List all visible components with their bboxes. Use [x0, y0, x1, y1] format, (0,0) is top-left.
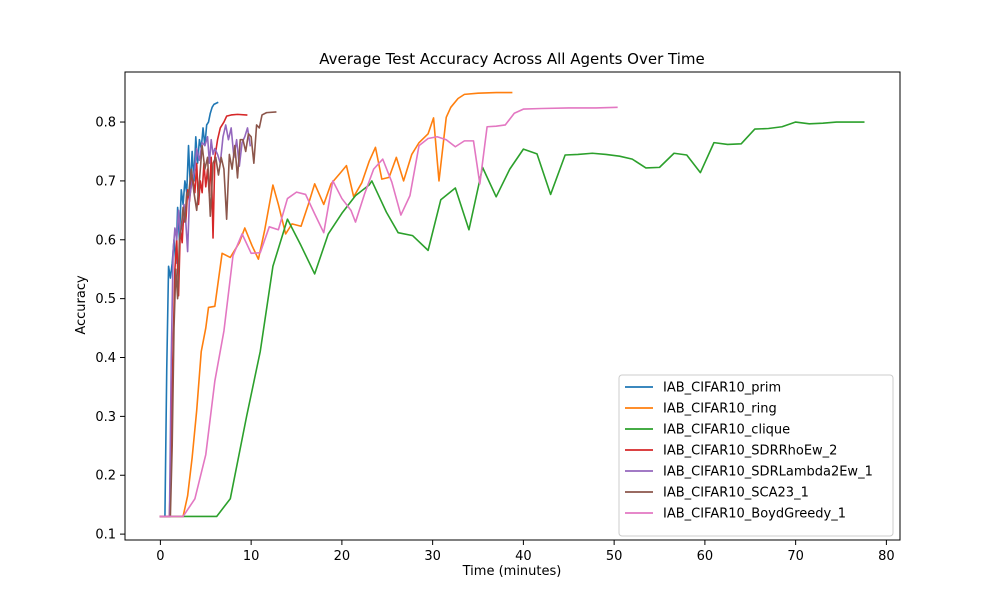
- x-tick-label: 30: [424, 549, 441, 564]
- x-tick-label: 70: [787, 549, 804, 564]
- y-tick-label: 0.1: [95, 528, 116, 543]
- series-lines: [159, 91, 865, 518]
- legend-entry-label: IAB_CIFAR10_ring: [663, 402, 777, 417]
- legend-entry-label: IAB_CIFAR10_prim: [663, 381, 781, 396]
- y-tick-label: 0.3: [95, 410, 116, 425]
- legend-entry-label: IAB_CIFAR10_clique: [663, 423, 790, 438]
- series-line-6: [159, 111, 277, 518]
- legend-box: [618, 374, 894, 537]
- x-tick-label: 20: [334, 549, 351, 564]
- y-tick-label: 0.6: [95, 233, 116, 248]
- y-tick-label: 0.4: [95, 351, 116, 366]
- series-line-7: [159, 106, 618, 518]
- legend-entry-label: IAB_CIFAR10_SDRRhoEw_2: [663, 444, 837, 459]
- x-tick-label: 0: [156, 549, 164, 564]
- x-tick-label: 10: [243, 549, 260, 564]
- y-axis: 0.1 0.2 0.3 0.4 0.5 0.6 0.7 0.8: [95, 116, 125, 543]
- legend: IAB_CIFAR10_prim IAB_CIFAR10_ring IAB_CIFA…: [618, 374, 894, 537]
- legend-entry-label: IAB_CIFAR10_SDRLambda2Ew_1: [663, 465, 873, 480]
- y-axis-label: Accuracy: [74, 275, 89, 335]
- legend-entry-label: IAB_CIFAR10_SCA23_1: [663, 486, 809, 501]
- legend-entry-label: IAB_CIFAR10_BoydGreedy_1: [663, 507, 846, 522]
- series-line-3: [159, 121, 865, 518]
- series-line-1: [159, 101, 219, 518]
- x-tick-label: 80: [878, 549, 895, 564]
- y-tick-label: 0.7: [95, 174, 116, 189]
- y-tick-label: 0.2: [95, 469, 116, 484]
- y-tick-label: 0.8: [95, 116, 116, 131]
- x-tick-label: 40: [515, 549, 532, 564]
- x-tick-label: 60: [697, 549, 714, 564]
- y-tick-label: 0.5: [95, 292, 116, 307]
- chart-title: Average Test Accuracy Across All Agents …: [319, 50, 704, 68]
- series-line-2: [159, 91, 513, 518]
- plot-frame: [124, 71, 901, 541]
- plot-area: [159, 91, 865, 518]
- x-axis-label: Time (minutes): [462, 564, 562, 579]
- x-tick-label: 50: [606, 549, 623, 564]
- x-axis: 0 10 20 30 40 50 60 70 80: [156, 540, 895, 564]
